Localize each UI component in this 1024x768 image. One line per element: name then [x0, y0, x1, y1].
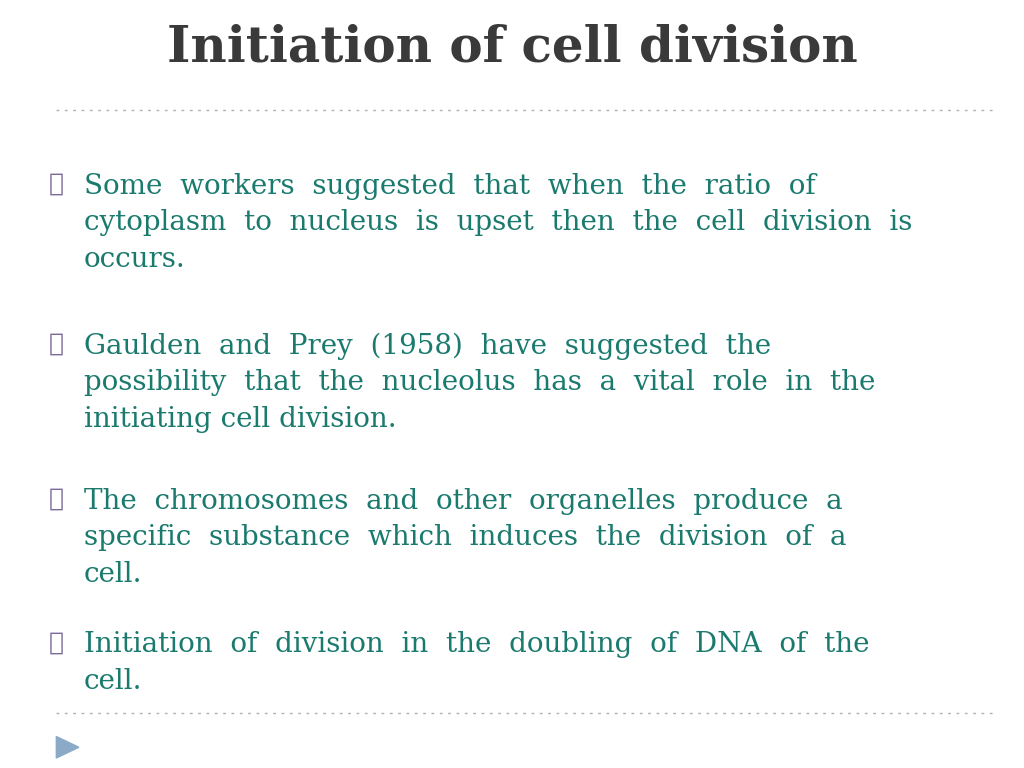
- Text: ❖: ❖: [48, 173, 63, 196]
- Text: ❖: ❖: [48, 333, 63, 356]
- Text: Initiation  of  division  in  the  doubling  of  DNA  of  the
cell.: Initiation of division in the doubling o…: [84, 631, 869, 695]
- Text: ❖: ❖: [48, 631, 63, 654]
- Text: Gaulden  and  Prey  (1958)  have  suggested  the
possibility  that  the  nucleol: Gaulden and Prey (1958) have suggested t…: [84, 333, 876, 433]
- Text: The  chromosomes  and  other  organelles  produce  a
specific  substance  which : The chromosomes and other organelles pro…: [84, 488, 847, 588]
- Text: Initiation of cell division: Initiation of cell division: [167, 23, 857, 72]
- Text: Some  workers  suggested  that  when  the  ratio  of
cytoplasm  to  nucleus  is : Some workers suggested that when the rat…: [84, 173, 912, 273]
- Text: ❖: ❖: [48, 488, 63, 511]
- Polygon shape: [56, 737, 79, 758]
